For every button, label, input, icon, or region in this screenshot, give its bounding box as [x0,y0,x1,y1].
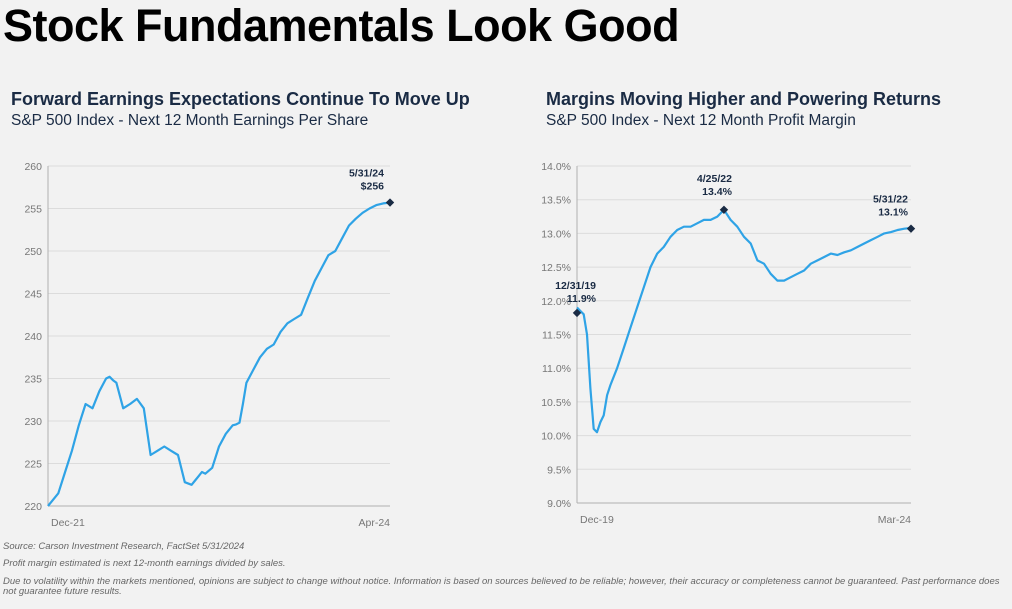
y-tick-label: 255 [24,204,42,216]
y-tick-label: 14.0% [541,161,571,173]
annotation-marker [906,224,916,233]
y-tick-label: 250 [24,246,42,258]
series-line [47,201,391,507]
y-tick-label: 9.0% [547,498,571,510]
series-line [576,208,912,434]
x-tick-label: Dec-19 [580,514,614,526]
x-tick-label: Dec-21 [51,517,85,529]
y-tick-label: 11.0% [542,363,571,375]
annotation-value: 11.9% [567,293,597,305]
eps-line-chart: 220 225 230 235 240 245 250 255 260 Dec-21 Apr-24 5… [24,161,395,529]
y-tick-label: 10.5% [541,397,571,409]
y-tick-label: 10.0% [541,431,571,443]
annotation-marker [385,198,395,207]
y-tick-label: 13.5% [541,195,571,207]
annotation-date: 5/31/22 [873,194,908,206]
footer-note: Profit margin estimated is next 12-month… [3,558,286,569]
y-tick-label: 9.5% [547,464,571,476]
y-tick-label: 11.5% [542,330,571,342]
footer-source: Source: Carson Investment Research, Fact… [3,541,245,552]
chart-2-subtitle: S&P 500 Index - Next 12 Month Profit Mar… [546,112,856,129]
footer-disclaimer: Due to volatility within the markets men… [3,576,1000,597]
y-tick-label: 13.0% [541,228,571,240]
annotation-marker [572,308,582,318]
annotation-date: 4/25/22 [697,173,732,185]
annotation-value: 13.1% [878,207,908,219]
page-title: Stock Fundamentals Look Good [3,0,680,51]
annotation-date: 5/31/24 [349,168,384,180]
chart-2-title: Margins Moving Higher and Powering Retur… [546,89,942,109]
y-tick-label: 12.5% [541,262,571,274]
x-tick-label: Apr-24 [358,517,390,529]
annotation-date: 12/31/19 [555,280,596,292]
y-tick-label: 220 [24,501,42,513]
chart-1-title: Forward Earnings Expectations Continue T… [11,89,470,109]
y-tick-label: 230 [24,416,42,428]
y-tick-label: 235 [24,374,42,386]
margin-line-chart: 9.0% 9.5% 10.0% 10.5% 11.0% 11.5% 12.0% 12.5% 13… [541,161,916,526]
annotation-value: $256 [361,181,385,193]
y-tick-label: 240 [24,331,42,343]
x-tick-label: Mar-24 [878,514,911,526]
y-tick-label: 225 [24,459,42,471]
chart-1-subtitle: S&P 500 Index - Next 12 Month Earnings P… [11,112,369,129]
y-tick-label: 245 [24,289,42,301]
annotation-value: 13.4% [702,186,732,198]
y-tick-label: 260 [24,161,42,173]
y-tick-label: 12.0% [541,296,571,308]
